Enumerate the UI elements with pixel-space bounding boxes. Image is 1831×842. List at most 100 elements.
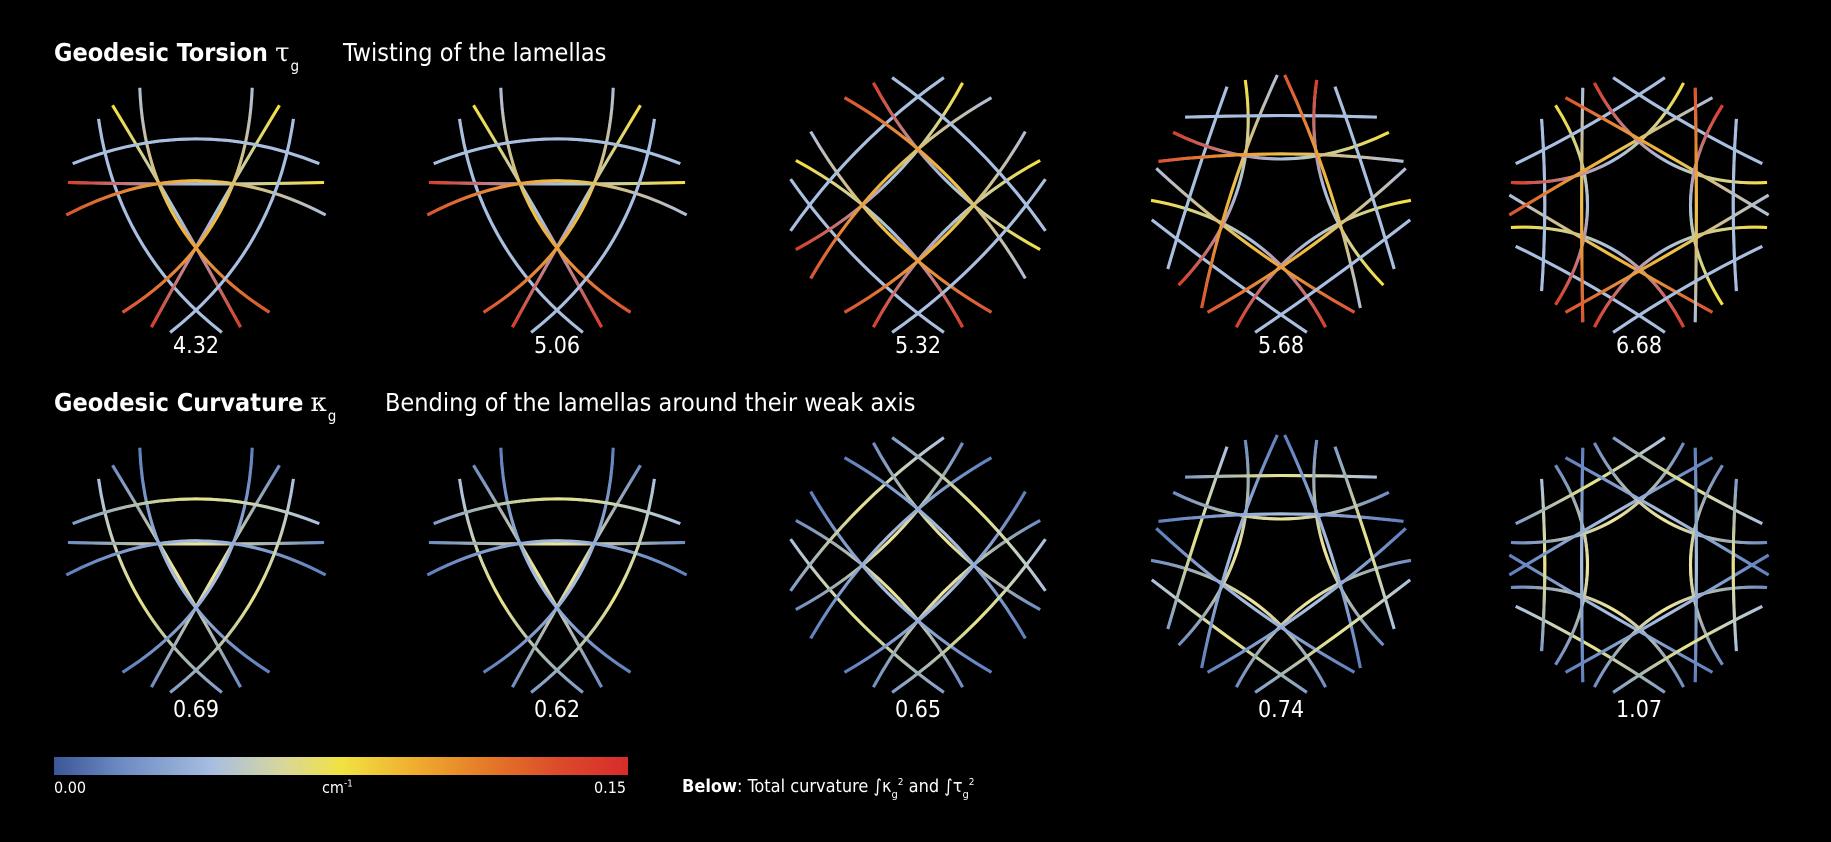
lamella-curve xyxy=(530,478,656,694)
lamella-curve xyxy=(1155,167,1356,314)
lamella-curve xyxy=(789,436,945,592)
lamella-curve xyxy=(530,118,656,334)
lamella-curve xyxy=(1593,442,1768,545)
lamella-curve xyxy=(530,118,656,334)
lamella-curve xyxy=(499,447,632,674)
lamella-curve xyxy=(1508,96,1714,217)
lamella-curve xyxy=(1540,118,1547,292)
pow: 2 xyxy=(897,777,904,788)
lamella-curve xyxy=(458,118,584,334)
lamella-curve xyxy=(1166,446,1229,630)
lamella-curve xyxy=(1283,74,1362,309)
kappa-integral: ∫κ xyxy=(873,776,892,797)
lamella-curve xyxy=(121,447,254,674)
lamella-curve xyxy=(1200,434,1279,669)
torsion-title: Geodesic Torsion τg xyxy=(54,38,299,75)
lamella-curve xyxy=(1593,585,1768,688)
lamella-curve xyxy=(1510,442,1685,545)
sub: g xyxy=(891,788,898,801)
lamella-curve xyxy=(169,118,295,334)
lamella-curve xyxy=(1235,558,1412,688)
lamella-curve xyxy=(843,490,1027,674)
lamella-curve xyxy=(1158,512,1404,523)
pow: 2 xyxy=(968,777,975,788)
lamella-curve xyxy=(499,87,632,314)
lamella-curve xyxy=(1510,585,1685,688)
lamella-curve xyxy=(1312,79,1385,287)
lamella-curve xyxy=(426,539,688,577)
note-text: : Total curvature xyxy=(736,776,874,797)
lamella-curve xyxy=(97,478,223,694)
lamella-curve xyxy=(891,76,1047,232)
lamella-curve xyxy=(138,87,271,314)
lamella-curve xyxy=(121,87,254,314)
lamella-curve xyxy=(1564,96,1770,217)
lamella-curve xyxy=(795,519,964,688)
lamella-curve xyxy=(111,104,242,328)
lamella-curve xyxy=(169,478,295,694)
lamella-rosette xyxy=(65,87,327,334)
torsion-value: 5.68 xyxy=(1257,333,1305,359)
lamella-curve xyxy=(433,497,681,526)
lamella-curve xyxy=(138,447,271,674)
lamella-rosette xyxy=(1150,434,1412,694)
lamella-curve xyxy=(809,130,993,314)
lamella-curve xyxy=(1200,74,1279,309)
lamella-curve xyxy=(482,87,615,314)
total-curvature-note: Below: Total curvature ∫κg2 and ∫τg2 xyxy=(682,776,975,801)
lamella-curve xyxy=(1554,104,1589,306)
curvature-value: 0.65 xyxy=(894,697,942,723)
lamella-curve xyxy=(1564,553,1770,674)
lamella-curve xyxy=(65,179,327,217)
unit-text: cm xyxy=(322,778,344,797)
lamella-curve xyxy=(433,137,681,166)
lamella-curve xyxy=(809,96,993,280)
lamella-curve xyxy=(1689,104,1724,306)
tau-symbol: τ xyxy=(275,38,290,68)
lamella-curve xyxy=(1172,131,1390,161)
lamella-curve xyxy=(1731,118,1738,292)
kappa-subscript: g xyxy=(327,407,337,425)
lamella-curve xyxy=(72,137,320,166)
lamella-curve xyxy=(1515,604,1666,694)
lamella-curve xyxy=(1612,244,1763,334)
lamella-curve xyxy=(1150,578,1308,694)
lamella-curve xyxy=(1177,79,1250,287)
sub: g xyxy=(962,788,969,801)
lamella-curve xyxy=(169,118,295,334)
lamella-curve xyxy=(1150,198,1327,328)
and-text: and xyxy=(903,776,945,797)
lamella-curve xyxy=(872,159,1041,328)
lamella-rosette xyxy=(789,436,1047,694)
lamella-curve xyxy=(809,456,993,640)
lamella-curve xyxy=(843,130,1027,314)
lamella-curve xyxy=(891,178,1047,334)
lamella-curve xyxy=(1177,439,1250,647)
lamella-curve xyxy=(891,538,1047,694)
lamella-curve xyxy=(872,519,1041,688)
lamella-curve xyxy=(1508,193,1714,314)
lamella-curve xyxy=(1283,74,1362,309)
kappa-symbol: κ xyxy=(310,388,327,418)
lamella-rosette xyxy=(426,87,688,334)
lamella-curve xyxy=(1508,456,1714,577)
curvature-description: Bending of the lamellas around their wea… xyxy=(385,388,916,417)
lamella-curve xyxy=(1200,434,1279,669)
lamella-curve xyxy=(1206,527,1407,674)
lamella-curve xyxy=(789,76,945,232)
lamella-curve xyxy=(789,538,945,694)
lamella-curve xyxy=(1172,491,1390,521)
curvature-value: 1.07 xyxy=(1615,697,1663,723)
lamella-curve xyxy=(1510,82,1685,185)
lamella-curve xyxy=(1515,76,1666,166)
lamella-curve xyxy=(1206,167,1407,314)
lamella-curve xyxy=(150,104,281,328)
lamella-curve xyxy=(1612,76,1763,166)
lamella-rosette xyxy=(1508,76,1770,334)
lamella-curve xyxy=(1693,87,1698,323)
lamella-curve xyxy=(67,541,325,546)
curvature-title-text: Geodesic Curvature xyxy=(54,388,304,417)
lamella-curve xyxy=(1283,434,1362,669)
lamella-curve xyxy=(1554,464,1589,666)
curvature-title: Geodesic Curvature κg xyxy=(54,388,336,425)
